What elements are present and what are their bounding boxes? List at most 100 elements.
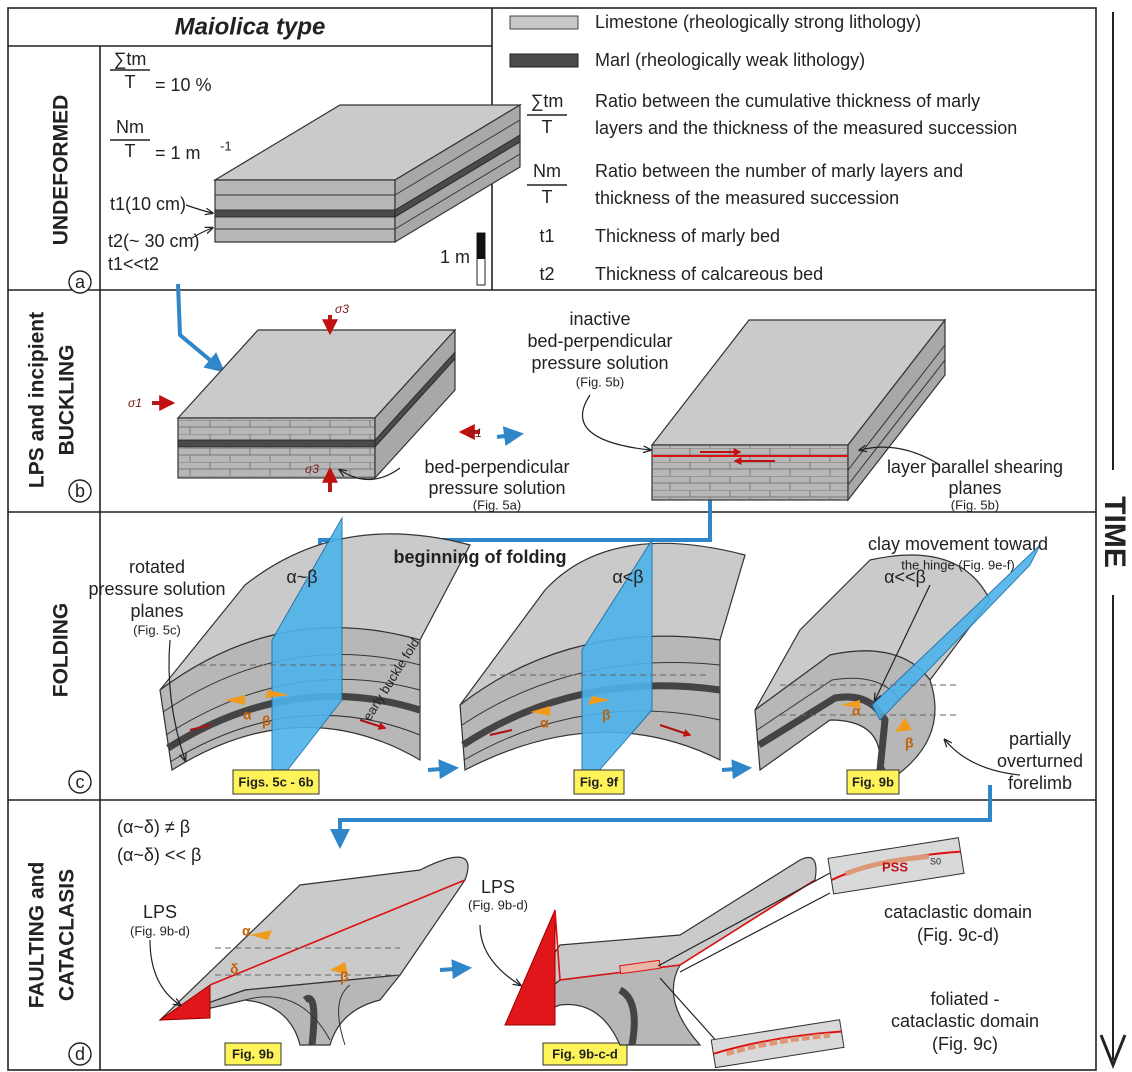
label: α (242, 923, 251, 939)
fault-d2-part (480, 925, 520, 985)
label: β (905, 735, 914, 751)
label: Nm (116, 117, 144, 137)
label: 1 m (440, 247, 470, 267)
label: T (125, 72, 136, 92)
label: d (75, 1044, 85, 1064)
label: (Fig. 5b) (576, 374, 624, 389)
label: rotated (129, 557, 185, 577)
label: bed-perpendicular (424, 457, 569, 477)
label: S0 (930, 856, 941, 866)
label: α<β (612, 567, 643, 587)
label: UNDEFORMED (50, 95, 73, 246)
time-label: TIME (1098, 496, 1131, 568)
label: ∑tm (531, 91, 564, 111)
label: (Fig. 9b-d) (130, 923, 190, 938)
label: T (542, 117, 553, 137)
label: (Fig. 5c) (133, 622, 181, 637)
label: LPS and incipient (26, 312, 49, 488)
flow-arrow-part (722, 768, 748, 770)
label: partially (1009, 729, 1071, 749)
label: Figs. 5c - 6b (238, 774, 313, 789)
block-a-part (186, 205, 212, 213)
fault-d1-part (160, 985, 210, 1020)
label: t1(10 cm) (110, 194, 186, 214)
label: thickness of the measured succession (595, 188, 899, 208)
label: Marl (rheologically weak lithology) (595, 50, 865, 70)
label: (Fig. 5b) (951, 497, 999, 512)
label: T (125, 141, 136, 161)
label: LPS (481, 877, 515, 897)
label: σ3 (305, 462, 319, 476)
fault-d2 (480, 858, 830, 1046)
fault-d2-part (505, 910, 555, 1025)
label: the hinge (Fig. 9e-f) (901, 557, 1014, 572)
label: beginning of folding (394, 547, 567, 567)
label: foliated - (930, 989, 999, 1009)
label: FAULTING and (26, 862, 49, 1009)
label: (α~δ) << β (117, 845, 201, 865)
label: α (540, 715, 549, 731)
label: Thickness of marly bed (595, 226, 780, 246)
label: forelimb (1008, 773, 1072, 793)
label: t1<<t2 (108, 254, 159, 274)
flow-arrow-part (428, 768, 455, 770)
label: Ratio between the number of marly layers… (595, 161, 963, 181)
label: Fig. 9b (232, 1046, 274, 1061)
block-b2-part (652, 445, 848, 500)
label: overturned (997, 751, 1083, 771)
label: PSS (882, 859, 908, 874)
label: bed-perpendicular (527, 331, 672, 351)
label: = 1 m (155, 143, 201, 163)
label: layers and the thickness of the measured… (595, 118, 1017, 138)
block-b2-part (583, 395, 651, 450)
label: a (75, 272, 86, 292)
label: σ1 (468, 426, 482, 440)
figure: Maiolica type TIME Limestone (rheologica… (0, 0, 1132, 1072)
label: BUCKLING (56, 345, 79, 456)
label: Fig. 9f (580, 774, 619, 789)
label: β (340, 969, 349, 985)
fault-d1 (150, 857, 468, 1045)
block-a-part (215, 210, 395, 217)
flow-arrow-part (497, 434, 520, 437)
label: σ3 (335, 302, 349, 316)
label: (α~δ) ≠ β (117, 817, 190, 837)
label: α (243, 707, 252, 723)
label: δ (230, 961, 239, 977)
title: Maiolica type (175, 13, 326, 40)
label: Fig. 9b-c-d (552, 1046, 618, 1061)
label: (Fig. 9c) (932, 1034, 998, 1054)
label: (Fig. 9b-d) (468, 897, 528, 912)
flow-arrow-part (440, 968, 468, 970)
label: (Fig. 5a) (473, 497, 521, 512)
flow-arrow-part (178, 284, 222, 370)
block-b1-part (178, 440, 375, 447)
label: β (262, 713, 271, 729)
label: c (76, 772, 85, 792)
label: σ1 (128, 396, 142, 410)
inset (711, 838, 964, 1068)
label: t2 (539, 264, 554, 284)
fold-c2 (460, 540, 745, 790)
label: Fig. 9b (852, 774, 894, 789)
label: Limestone (rheologically strong litholog… (595, 12, 921, 32)
label: FOLDING (50, 603, 73, 698)
inset-part-part (711, 1020, 844, 1068)
label: t2(~ 30 cm) (108, 231, 200, 251)
label: Thickness of calcareous bed (595, 264, 823, 284)
label: t1 (539, 226, 554, 246)
label: cataclastic domain (891, 1011, 1039, 1031)
fault-d2-part (658, 873, 830, 966)
label: layer parallel shearing (887, 457, 1063, 477)
label: pressure solution (531, 353, 668, 373)
label: pressure solution (88, 579, 225, 599)
label: planes (130, 601, 183, 621)
fault-d1-part (150, 940, 180, 1005)
label: = 10 % (155, 75, 212, 95)
label: Nm (533, 161, 561, 181)
label: (Fig. 9c-d) (917, 925, 999, 945)
label: b (75, 481, 85, 501)
label: α~β (286, 567, 317, 587)
label: Ratio between the cumulative thickness o… (595, 91, 980, 111)
legend-part (510, 16, 578, 29)
